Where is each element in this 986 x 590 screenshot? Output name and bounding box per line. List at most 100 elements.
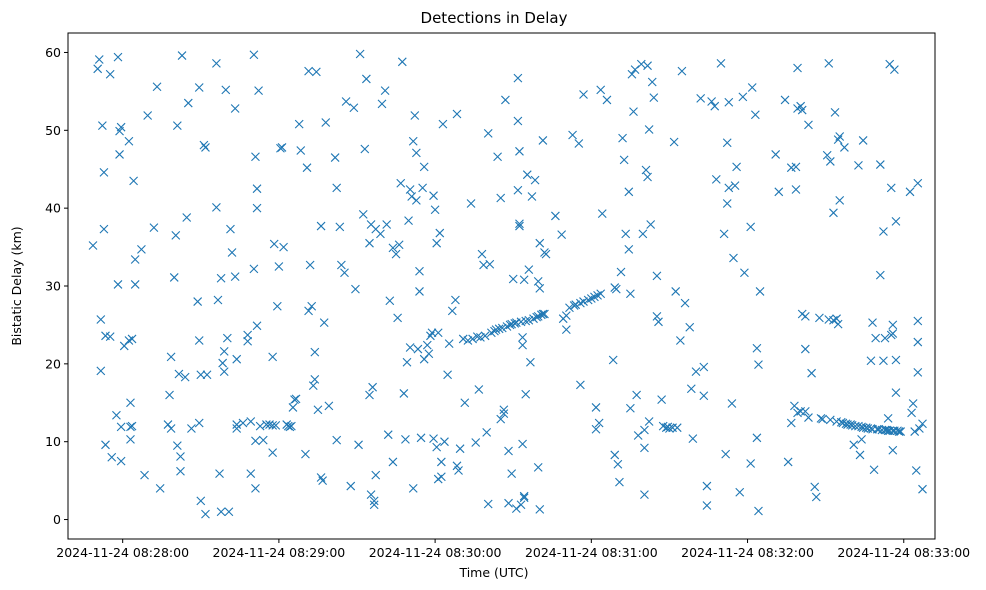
x-axis-label: Time (UTC) <box>458 565 528 580</box>
x-tick-label: 2024-11-24 08:28:00 <box>56 545 189 560</box>
data-point <box>369 496 379 506</box>
data-point <box>410 111 420 120</box>
data-point <box>493 152 502 162</box>
data-point <box>730 181 740 190</box>
data-point <box>625 403 635 413</box>
data-point <box>879 227 888 236</box>
data-point <box>508 274 518 284</box>
data-point <box>274 262 284 271</box>
data-point <box>183 98 193 108</box>
data-point <box>747 83 757 92</box>
data-point <box>719 229 729 239</box>
y-axis-label: Bistatic Delay (km) <box>9 226 24 345</box>
data-point <box>187 424 196 433</box>
data-point <box>515 221 524 231</box>
data-point <box>854 421 863 431</box>
data-point <box>166 424 176 433</box>
x-axis-ticks: 2024-11-24 08:28:00 2024-11-24 08:29:00 20… <box>56 539 970 560</box>
data-point <box>194 83 204 92</box>
data-point <box>193 297 203 306</box>
data-point <box>652 311 662 321</box>
data-point <box>591 424 601 434</box>
data-point <box>811 492 821 502</box>
data-point <box>561 325 571 334</box>
data-point <box>579 297 588 306</box>
data-point <box>644 417 654 426</box>
data-point <box>332 183 342 193</box>
data-point <box>454 466 463 475</box>
data-point <box>93 64 103 74</box>
data-point <box>790 401 799 411</box>
data-point <box>408 136 418 146</box>
data-point <box>126 422 135 432</box>
x-tick-label: 2024-11-24 08:31:00 <box>525 545 658 560</box>
data-point <box>155 484 165 493</box>
data-point <box>169 273 179 282</box>
data-point <box>754 506 763 516</box>
data-point <box>355 49 365 59</box>
data-point <box>625 289 635 299</box>
data-point <box>137 245 146 254</box>
data-point <box>608 355 618 365</box>
data-point <box>501 95 510 105</box>
data-point <box>815 313 824 323</box>
data-point <box>224 507 234 517</box>
data-point <box>527 192 537 201</box>
data-point <box>913 337 923 347</box>
data-point <box>194 336 204 345</box>
data-point <box>633 431 643 440</box>
data-point <box>172 121 182 131</box>
data-point <box>296 146 306 155</box>
data-point <box>913 368 923 377</box>
data-point <box>579 90 588 99</box>
data-point <box>251 152 260 162</box>
data-point <box>569 301 579 310</box>
data-point <box>511 504 521 514</box>
data-point <box>752 433 762 443</box>
data-point <box>230 104 240 113</box>
data-point <box>800 311 810 321</box>
data-point <box>518 340 527 350</box>
data-point <box>311 67 321 77</box>
data-point <box>891 388 901 398</box>
data-point <box>276 143 285 153</box>
data-point <box>524 315 534 325</box>
data-point <box>396 178 406 188</box>
data-point <box>630 65 640 74</box>
data-point <box>519 493 529 503</box>
data-point <box>551 211 560 221</box>
data-point <box>177 51 187 60</box>
data-point <box>301 449 310 459</box>
data-point <box>380 86 390 95</box>
data-point <box>432 238 442 248</box>
data-point <box>908 399 918 408</box>
data-point <box>888 329 898 338</box>
data-point <box>857 434 866 444</box>
data-point <box>619 155 629 165</box>
data-point <box>271 420 281 430</box>
data-point <box>710 101 720 111</box>
data-point <box>201 509 210 519</box>
data-point <box>232 354 242 364</box>
data-point <box>533 276 543 286</box>
data-point <box>699 362 709 372</box>
data-point <box>536 310 546 320</box>
data-point <box>319 318 329 327</box>
data-point <box>433 328 443 338</box>
data-point <box>721 449 731 459</box>
data-point <box>397 57 407 67</box>
data-point <box>652 271 662 281</box>
data-point <box>243 336 253 346</box>
data-point <box>504 446 513 456</box>
data-point <box>476 332 485 342</box>
data-point <box>780 95 790 105</box>
data-point <box>368 382 378 392</box>
data-point <box>307 301 317 311</box>
plot-area <box>68 33 935 539</box>
data-point <box>880 333 890 343</box>
data-point <box>243 330 253 340</box>
data-point <box>515 219 524 229</box>
data-point <box>669 137 679 147</box>
data-point <box>272 301 282 311</box>
data-point <box>688 434 698 443</box>
